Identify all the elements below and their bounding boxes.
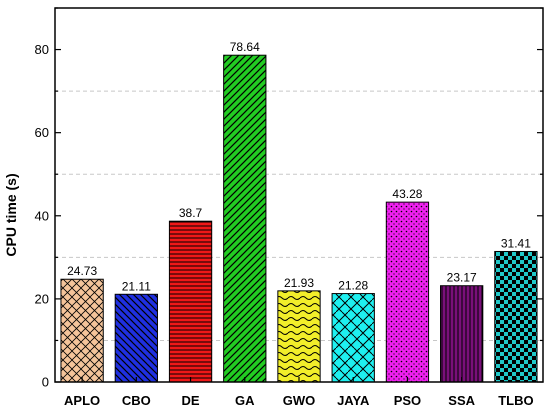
x-tick-label-aplo: APLO [64,393,100,408]
x-tick-label-gwo: GWO [283,393,316,408]
data-label-tlbo: 31.41 [501,236,531,250]
bar-de [168,220,213,383]
axes: 0 20 40 60 80 APLO CBO DE GA GWO JAYA PSO SSA TLBO [35,7,544,408]
x-tick-label-cbo: CBO [122,393,151,408]
data-label-pso: 43.28 [392,187,422,201]
x-tick-label-de: DE [182,393,200,408]
x-tick-label-ga: GA [235,393,255,408]
y-tick-label: 80 [35,42,49,57]
data-label-aplo: 24.73 [67,264,97,278]
data-label-gwo: 21.93 [284,276,314,290]
data-labels: 24.73 21.11 38.7 78.64 21.93 21.28 43.28 23.17 3… [67,40,531,293]
x-tick-label-jaya: JAYA [337,393,370,408]
bar-ga [223,54,267,383]
y-tick-label: 60 [35,125,49,140]
bars [60,54,538,383]
bar-pso [385,201,430,383]
x-tick-label-pso: PSO [394,393,421,408]
bar-gwo [277,290,321,383]
x-tick-label-tlbo: TLBO [498,393,533,408]
y-tick-label: 20 [35,291,49,306]
data-label-jaya: 21.28 [338,279,368,293]
y-tick-label: 0 [42,375,49,390]
bar-jaya [331,293,375,383]
y-tick-label: 40 [35,208,49,223]
bar-cbo [114,293,158,383]
data-label-de: 38.7 [179,206,203,220]
x-tick-label-ssa: SSA [448,393,475,408]
bar-aplo [60,278,104,383]
data-label-ga: 78.64 [230,40,260,54]
bar-tlbo [494,250,538,383]
bar-ssa [440,285,484,383]
data-label-ssa: 23.17 [447,271,477,285]
y-axis-title: CPU time (s) [3,173,19,256]
data-label-cbo: 21.11 [122,279,151,293]
